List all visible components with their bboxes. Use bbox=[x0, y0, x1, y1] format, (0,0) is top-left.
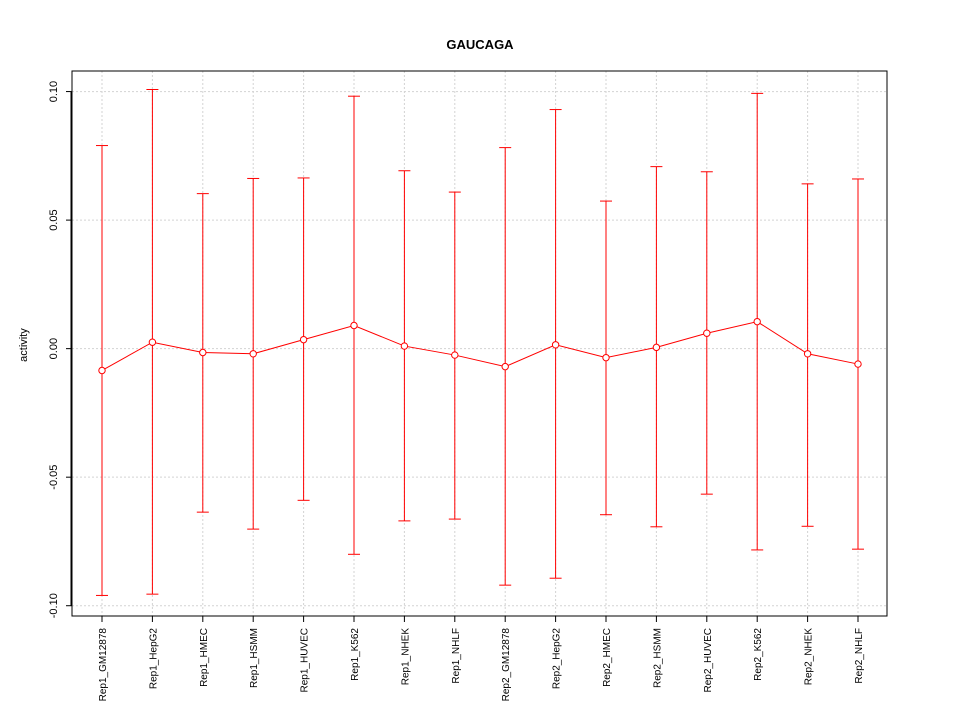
x-tick-label: Rep1_NHLF bbox=[451, 628, 462, 684]
x-tick-label: Rep2_NHEK bbox=[804, 628, 815, 686]
grid bbox=[72, 71, 887, 616]
x-tick-label: Rep2_HMEC bbox=[602, 628, 613, 687]
data-point bbox=[299, 335, 308, 344]
data-point bbox=[652, 343, 661, 352]
x-tick-label: Rep1_HUVEC bbox=[300, 628, 311, 692]
y-tick-label: 0.00 bbox=[48, 338, 60, 359]
data-point bbox=[854, 360, 862, 368]
y-axis: -0.10 -0.05 0.00 0.05 0.10 bbox=[48, 81, 72, 618]
data-point bbox=[753, 317, 761, 326]
x-tick-label: Rep2_K562 bbox=[753, 628, 764, 681]
data-point bbox=[803, 350, 812, 358]
plot-frame bbox=[71, 70, 888, 617]
data-point bbox=[602, 353, 610, 362]
x-tick-label: Rep1_NHEK bbox=[400, 628, 411, 686]
data-point bbox=[551, 341, 560, 349]
data-point bbox=[703, 329, 711, 337]
data-point bbox=[249, 350, 257, 358]
x-tick-label: Rep1_HSMM bbox=[249, 628, 260, 688]
x-tick-label: Rep2_HepG2 bbox=[552, 628, 563, 690]
data-point bbox=[98, 366, 106, 375]
x-tick-label: Rep1_HMEC bbox=[199, 628, 210, 687]
x-tick-label: Rep2_HUVEC bbox=[703, 628, 714, 692]
x-tick-label: Rep2_HSMM bbox=[652, 628, 663, 688]
y-tick-label: -0.10 bbox=[48, 593, 60, 618]
data-point bbox=[400, 342, 409, 350]
series-line bbox=[101, 321, 859, 371]
data-point bbox=[199, 348, 207, 357]
data-point bbox=[451, 351, 459, 359]
y-axis-label: activity bbox=[18, 328, 30, 362]
x-tick-label: Rep2_NHLF bbox=[854, 628, 865, 684]
x-tick-label: Rep1_GM12878 bbox=[98, 628, 109, 702]
x-tick-label: Rep2_GM12878 bbox=[501, 628, 512, 702]
y-tick-label: 0.05 bbox=[48, 209, 60, 230]
x-axis: Rep1_GM12878 Rep1_HepG2 Rep1_HMEC Rep1_HSMM… bbox=[98, 616, 865, 701]
series bbox=[96, 89, 864, 596]
x-tick-label: Rep1_K562 bbox=[350, 628, 361, 681]
x-tick-label: Rep1_HepG2 bbox=[148, 628, 159, 690]
chart-title: GAUCAGA bbox=[446, 37, 514, 52]
data-point bbox=[501, 362, 509, 371]
data-point bbox=[350, 321, 358, 330]
y-tick-label: 0.10 bbox=[48, 81, 60, 102]
data-point bbox=[148, 338, 157, 346]
y-tick-label: -0.05 bbox=[48, 465, 60, 490]
